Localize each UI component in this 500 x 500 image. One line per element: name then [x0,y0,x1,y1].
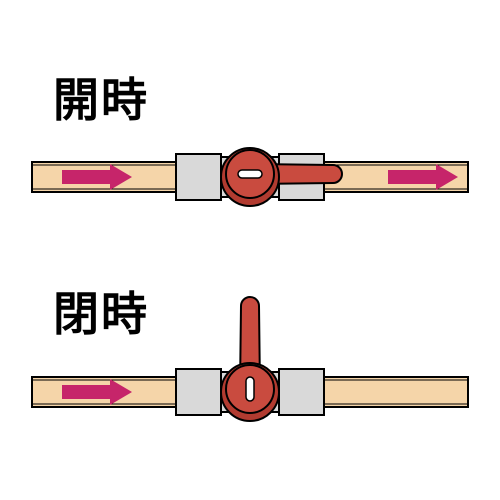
close-label: 閉時 [53,278,149,344]
open-label: 開時 [53,64,149,130]
